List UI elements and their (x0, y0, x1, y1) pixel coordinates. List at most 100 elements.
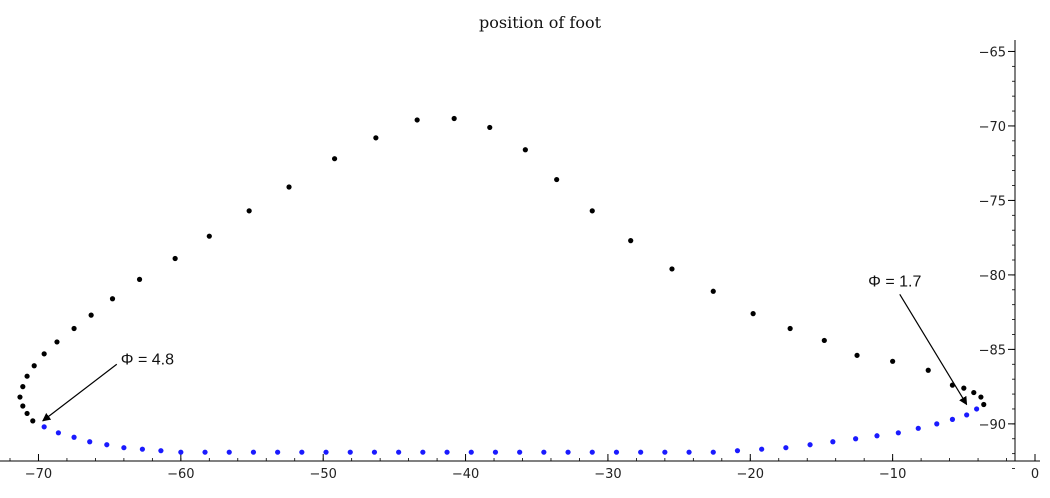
data-point (613, 449, 620, 455)
data-point (206, 233, 212, 239)
x-tick-label: −20 (737, 467, 764, 482)
annotation-arrow (899, 293, 968, 406)
data-point (226, 449, 232, 455)
data-point (964, 412, 970, 418)
data-point (589, 449, 595, 455)
data-point (874, 433, 880, 439)
data-point (895, 430, 901, 436)
data-point (178, 449, 184, 455)
data-point (787, 325, 793, 332)
data-point (915, 425, 921, 431)
data-point (275, 449, 281, 455)
data-point (136, 276, 143, 282)
data-point (565, 449, 571, 455)
data-point (961, 385, 967, 391)
data-point (750, 311, 756, 317)
data-point (890, 358, 896, 364)
data-point (373, 135, 379, 141)
data-point (925, 367, 931, 373)
data-point (323, 449, 329, 455)
data-point (934, 421, 940, 427)
data-point (451, 115, 457, 122)
data-points (17, 115, 987, 455)
data-point (41, 424, 47, 430)
data-point (17, 394, 23, 400)
data-point (41, 351, 47, 357)
data-point (710, 449, 716, 455)
data-point (20, 403, 26, 409)
y-tick-label: −65 (979, 45, 1006, 60)
x-tick-label: −70 (25, 467, 52, 482)
data-point (396, 449, 402, 455)
data-point (821, 337, 827, 344)
x-tick-label: −50 (309, 467, 336, 482)
data-point (246, 208, 252, 214)
data-point (202, 449, 208, 455)
data-point (347, 449, 353, 455)
data-point (759, 446, 765, 452)
data-point (854, 352, 860, 358)
data-point (420, 449, 426, 455)
x-tick-label: −60 (167, 467, 194, 482)
data-point (974, 406, 980, 412)
data-point (121, 445, 127, 451)
y-tick-label: −80 (979, 269, 1006, 284)
x-tick-label: −40 (452, 467, 479, 482)
data-point (981, 401, 987, 408)
data-point (31, 363, 37, 369)
y-tick-label: −90 (979, 418, 1006, 433)
data-point (628, 238, 634, 244)
data-point (54, 339, 60, 345)
data-point (55, 430, 62, 436)
y-tick-label: −70 (979, 120, 1006, 135)
x-tick-label: 0 (1031, 467, 1039, 482)
axes: −70 −60 −50 −40 −30 −20 −10 0 −65 −70 −75 −80 −85 −90 (0, 40, 1040, 482)
annotation-label: Φ = 1.7 (868, 273, 921, 290)
data-point (87, 439, 93, 445)
data-point (250, 449, 257, 455)
data-point (286, 184, 292, 190)
x-tick-label: −10 (879, 467, 906, 482)
data-point (172, 255, 178, 262)
x-tick-label: −30 (594, 467, 621, 482)
data-point (638, 449, 644, 455)
annotation-label: Φ = 4.8 (121, 351, 174, 368)
data-point (24, 410, 30, 417)
data-point (104, 442, 110, 448)
data-point (414, 117, 420, 123)
data-point (30, 418, 36, 424)
data-point (487, 124, 493, 131)
data-point (541, 449, 547, 455)
data-point (686, 449, 692, 455)
chart-title: position of foot (479, 13, 602, 32)
data-point (88, 312, 94, 318)
data-point (71, 434, 77, 440)
data-point (830, 439, 836, 445)
data-point (783, 445, 789, 451)
data-point (554, 176, 560, 183)
data-point (109, 296, 116, 302)
data-point (710, 288, 716, 294)
y-tick-label: −75 (979, 194, 1006, 209)
data-point (971, 389, 977, 396)
data-point (734, 448, 741, 454)
data-point (522, 147, 528, 153)
data-point (20, 384, 26, 390)
data-point (662, 449, 668, 455)
data-point (331, 156, 338, 162)
data-point (71, 325, 77, 332)
data-point (978, 394, 984, 400)
data-point (669, 266, 675, 272)
annotations: Φ = 4.8 Φ = 1.7 (42, 273, 968, 422)
y-tick-label: −85 (979, 343, 1006, 358)
data-point (853, 436, 859, 442)
data-point (158, 448, 164, 454)
data-point (492, 449, 499, 455)
data-point (468, 449, 474, 455)
data-point (444, 449, 450, 455)
data-point (807, 442, 813, 448)
data-point (24, 373, 30, 379)
data-point (949, 416, 956, 422)
data-point (517, 449, 523, 455)
